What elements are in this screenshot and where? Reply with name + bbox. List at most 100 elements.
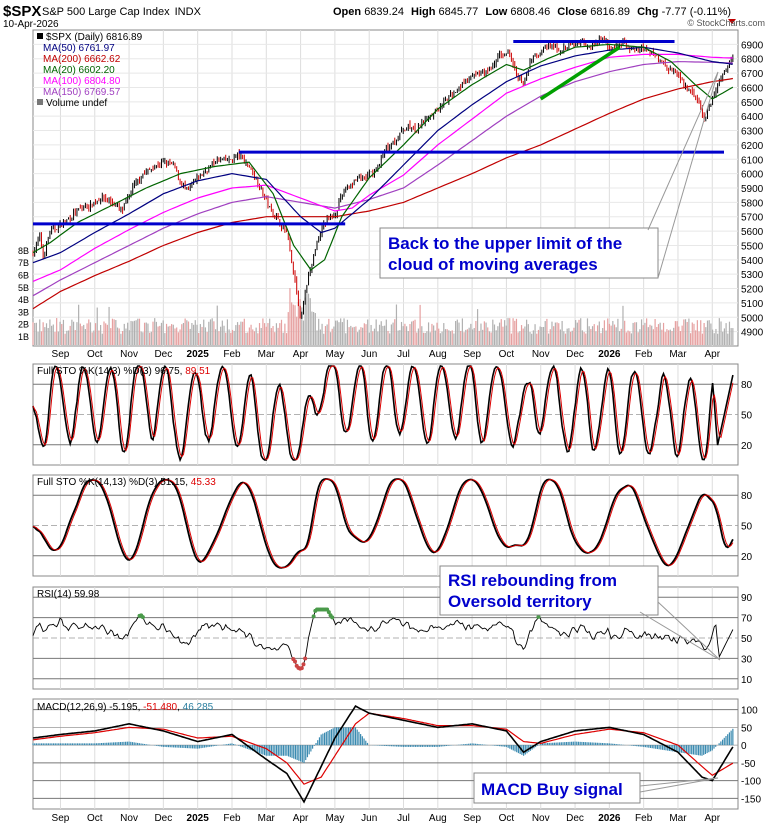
volume-bar-168 — [316, 330, 318, 345]
macd-hist-bar-59 — [133, 742, 135, 746]
macd-hist-bar-240 — [444, 745, 446, 747]
volume-bar-388 — [688, 318, 690, 345]
volume-bar-246 — [448, 330, 450, 345]
volume-bar-42 — [103, 321, 105, 345]
macd-hist-bar-86 — [179, 745, 182, 748]
volume-bar-398 — [705, 327, 707, 345]
volume-bar-125 — [243, 318, 245, 345]
macd-hist-bar-48 — [114, 742, 116, 746]
volume-bar-361 — [642, 325, 644, 345]
volume-bar-243 — [443, 323, 445, 345]
volume-bar-279 — [504, 320, 506, 345]
volume-bar-269 — [487, 327, 489, 345]
macd-annotation: MACD Buy signal — [473, 772, 719, 804]
legend-swatch-price — [37, 33, 43, 39]
macd-hist-bar-315 — [572, 741, 574, 746]
macd-hist-bar-318 — [577, 741, 580, 746]
macd-hist-bar-260 — [478, 744, 480, 746]
annotation-box-price — [379, 227, 659, 279]
volume-bar-225 — [412, 320, 414, 345]
volume-bar-330 — [590, 329, 592, 345]
macd-hist-bar-38 — [97, 743, 99, 746]
volume-bar-94 — [191, 323, 193, 345]
volume-bar-171 — [321, 323, 323, 345]
rsi-value: 59.98 — [74, 589, 99, 600]
macd-hist-bar-305 — [555, 742, 557, 746]
bottom-xtick-17: Feb — [635, 813, 653, 824]
bottom-xtick-12: Sep — [463, 813, 481, 824]
volume-layer — [32, 288, 734, 345]
volume-bar-314 — [563, 331, 565, 345]
volume-bar-149 — [284, 323, 286, 345]
volume-bar-231 — [422, 332, 425, 345]
volume-bar-288 — [519, 331, 521, 345]
macd-hist-bar-91 — [188, 745, 190, 749]
macd-hist-bar-239 — [442, 745, 444, 747]
volume-bar-129 — [250, 324, 252, 345]
macd-hist-bar-313 — [569, 741, 571, 746]
volume-bar-66 — [143, 322, 146, 345]
macd-hist-bar-358 — [646, 745, 648, 748]
macd-hist-bar-364 — [656, 745, 658, 750]
volume-bar-336 — [600, 333, 602, 345]
volume-bar-28 — [79, 323, 81, 345]
macd-hist-bar-144 — [279, 745, 281, 756]
volume-bar-46 — [110, 328, 112, 345]
macd-hist-bar-28 — [80, 743, 82, 746]
rsi-overbought-299 — [536, 614, 541, 619]
macd-hist-bar-149 — [287, 745, 290, 757]
volume-bar-124 — [242, 321, 244, 345]
macd-hist-bar-203 — [380, 745, 382, 746]
price-xtick-8: May — [325, 349, 344, 360]
macd-hist-bar-230 — [426, 745, 429, 747]
volume-bar-381 — [676, 321, 678, 345]
volume-bar-163 — [307, 293, 310, 345]
volume-bar-14 — [56, 318, 58, 345]
macd-hist-bar-319 — [579, 741, 581, 746]
macd-hist-bar-20 — [66, 743, 68, 746]
volume-bar-376 — [668, 330, 670, 345]
macd-hist-bar-219 — [408, 745, 410, 747]
volume-bar-344 — [613, 324, 616, 345]
volume-bar-201 — [372, 331, 374, 345]
volume-bar-292 — [526, 319, 528, 345]
macd-hist-bar-270 — [495, 745, 497, 746]
volume-bar-150 — [285, 333, 288, 345]
macd-hist-bar-121 — [239, 745, 242, 747]
macd-hist-bar-377 — [679, 745, 681, 753]
macd-hist-bar-118 — [234, 744, 237, 746]
volume-bar-302 — [542, 326, 545, 345]
macd-hist-bar-13 — [54, 743, 56, 746]
volume-bar-337 — [602, 328, 604, 345]
macd-hist-bar-132 — [258, 745, 261, 754]
macd-hist-bar-258 — [474, 743, 477, 746]
volume-bar-33 — [88, 319, 90, 345]
volume-bar-354 — [630, 333, 633, 345]
macd-hist-bar-36 — [94, 743, 96, 746]
volume-bar-4 — [39, 319, 41, 345]
rsi-annotation: RSI rebounding from Oversold territory — [439, 565, 721, 661]
sto1-ytick-2: 80 — [741, 380, 753, 391]
volume-bar-227 — [416, 332, 418, 345]
macd-hist-bar-216 — [402, 745, 405, 747]
volume-bar-166 — [313, 311, 315, 345]
macd-hist-bar-146 — [282, 745, 285, 756]
volume-bar-324 — [580, 318, 582, 345]
price-ytick-4: 5300 — [741, 270, 764, 281]
volume-bar-274 — [495, 330, 497, 345]
volume-bar-364 — [647, 327, 649, 345]
macd-hist-bar-210 — [392, 745, 394, 747]
volume-bar-137 — [263, 323, 266, 345]
macd-hist-bar-351 — [634, 745, 636, 747]
volume-bar-189 — [351, 327, 354, 345]
index-name-text: S&P 500 Large Cap Index — [42, 6, 170, 18]
macd-hist-bar-354 — [639, 745, 641, 747]
volume-bar-349 — [622, 305, 624, 345]
sto2-sep: , — [185, 477, 191, 488]
macd-hist-bar-401 — [720, 741, 722, 746]
volume-bar-181 — [338, 322, 340, 345]
macd-hist-bar-295 — [538, 744, 540, 746]
volume-bar-235 — [429, 332, 431, 345]
volume-bar-356 — [634, 322, 636, 345]
sto2-k-line — [32, 478, 734, 569]
